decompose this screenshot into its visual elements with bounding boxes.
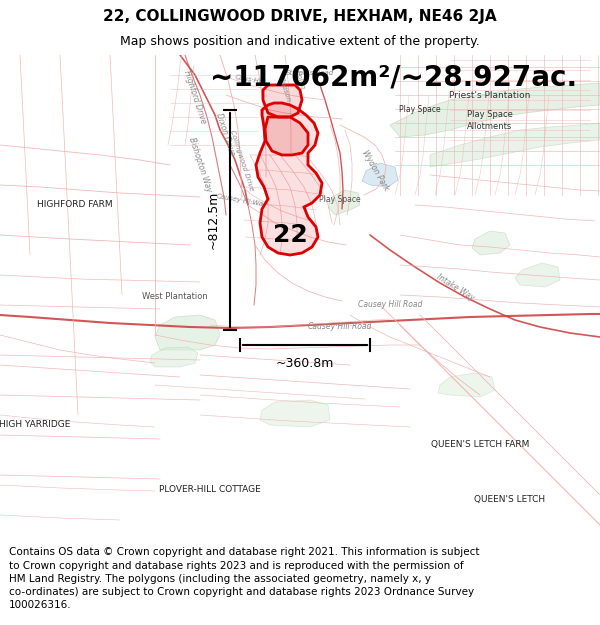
Text: Caus·Hill: Caus·Hill bbox=[235, 74, 266, 86]
Polygon shape bbox=[263, 85, 302, 117]
Polygon shape bbox=[150, 347, 198, 367]
Text: Robson: Robson bbox=[278, 77, 292, 103]
Polygon shape bbox=[438, 373, 495, 397]
Text: Causey·Hi·Wa: Causey·Hi·Wa bbox=[216, 193, 264, 207]
Text: Play Space: Play Space bbox=[399, 106, 441, 114]
Polygon shape bbox=[260, 400, 330, 427]
Text: HIGH YARRIDGE: HIGH YARRIDGE bbox=[0, 421, 71, 429]
Text: ~360.8m: ~360.8m bbox=[276, 357, 334, 370]
Text: West Plantation: West Plantation bbox=[142, 292, 208, 301]
Text: Bishopton Way: Bishopton Way bbox=[187, 137, 213, 193]
Text: Highford Drive: Highford Drive bbox=[182, 69, 208, 125]
Text: HIGHFORD FARM: HIGHFORD FARM bbox=[37, 201, 113, 209]
Text: PLOVER-HILL COTTAGE: PLOVER-HILL COTTAGE bbox=[159, 486, 261, 494]
Text: ~812.5m: ~812.5m bbox=[207, 191, 220, 249]
Text: Collingwood Drive: Collingwood Drive bbox=[229, 129, 255, 191]
Text: 22, COLLINGWOOD DRIVE, HEXHAM, NE46 2JA: 22, COLLINGWOOD DRIVE, HEXHAM, NE46 2JA bbox=[103, 9, 497, 24]
Polygon shape bbox=[328, 190, 360, 215]
Text: Dixon Drive: Dixon Drive bbox=[214, 112, 236, 158]
Text: Causey Hill Road: Causey Hill Road bbox=[358, 301, 422, 309]
Text: QUEEN'S LETCH: QUEEN'S LETCH bbox=[475, 496, 545, 504]
Polygon shape bbox=[362, 163, 398, 187]
Text: St·Pauls·Road: St·Pauls·Road bbox=[286, 70, 334, 76]
Polygon shape bbox=[515, 263, 560, 287]
Text: Hollin: Hollin bbox=[294, 69, 306, 91]
Polygon shape bbox=[430, 123, 600, 167]
Polygon shape bbox=[472, 231, 510, 255]
Polygon shape bbox=[256, 103, 322, 255]
Text: Priest's Plantation: Priest's Plantation bbox=[449, 91, 530, 99]
Text: Wydon Park: Wydon Park bbox=[360, 148, 390, 192]
Text: Map shows position and indicative extent of the property.: Map shows position and indicative extent… bbox=[120, 35, 480, 48]
Text: 22: 22 bbox=[272, 223, 307, 247]
Text: Contains OS data © Crown copyright and database right 2021. This information is : Contains OS data © Crown copyright and d… bbox=[9, 548, 479, 610]
Text: QUEEN'S LETCH FARM: QUEEN'S LETCH FARM bbox=[431, 441, 529, 449]
Polygon shape bbox=[155, 315, 220, 350]
Text: ~117062m²/~28.927ac.: ~117062m²/~28.927ac. bbox=[210, 63, 577, 91]
Text: Play Space: Play Space bbox=[319, 196, 361, 204]
Text: Play Space: Play Space bbox=[467, 111, 513, 119]
Text: Allotments: Allotments bbox=[467, 122, 512, 131]
Text: Intake Way: Intake Way bbox=[434, 272, 475, 302]
Polygon shape bbox=[265, 117, 308, 155]
Polygon shape bbox=[390, 83, 600, 137]
Text: Causey·Hill·Road: Causey·Hill·Road bbox=[308, 322, 372, 331]
